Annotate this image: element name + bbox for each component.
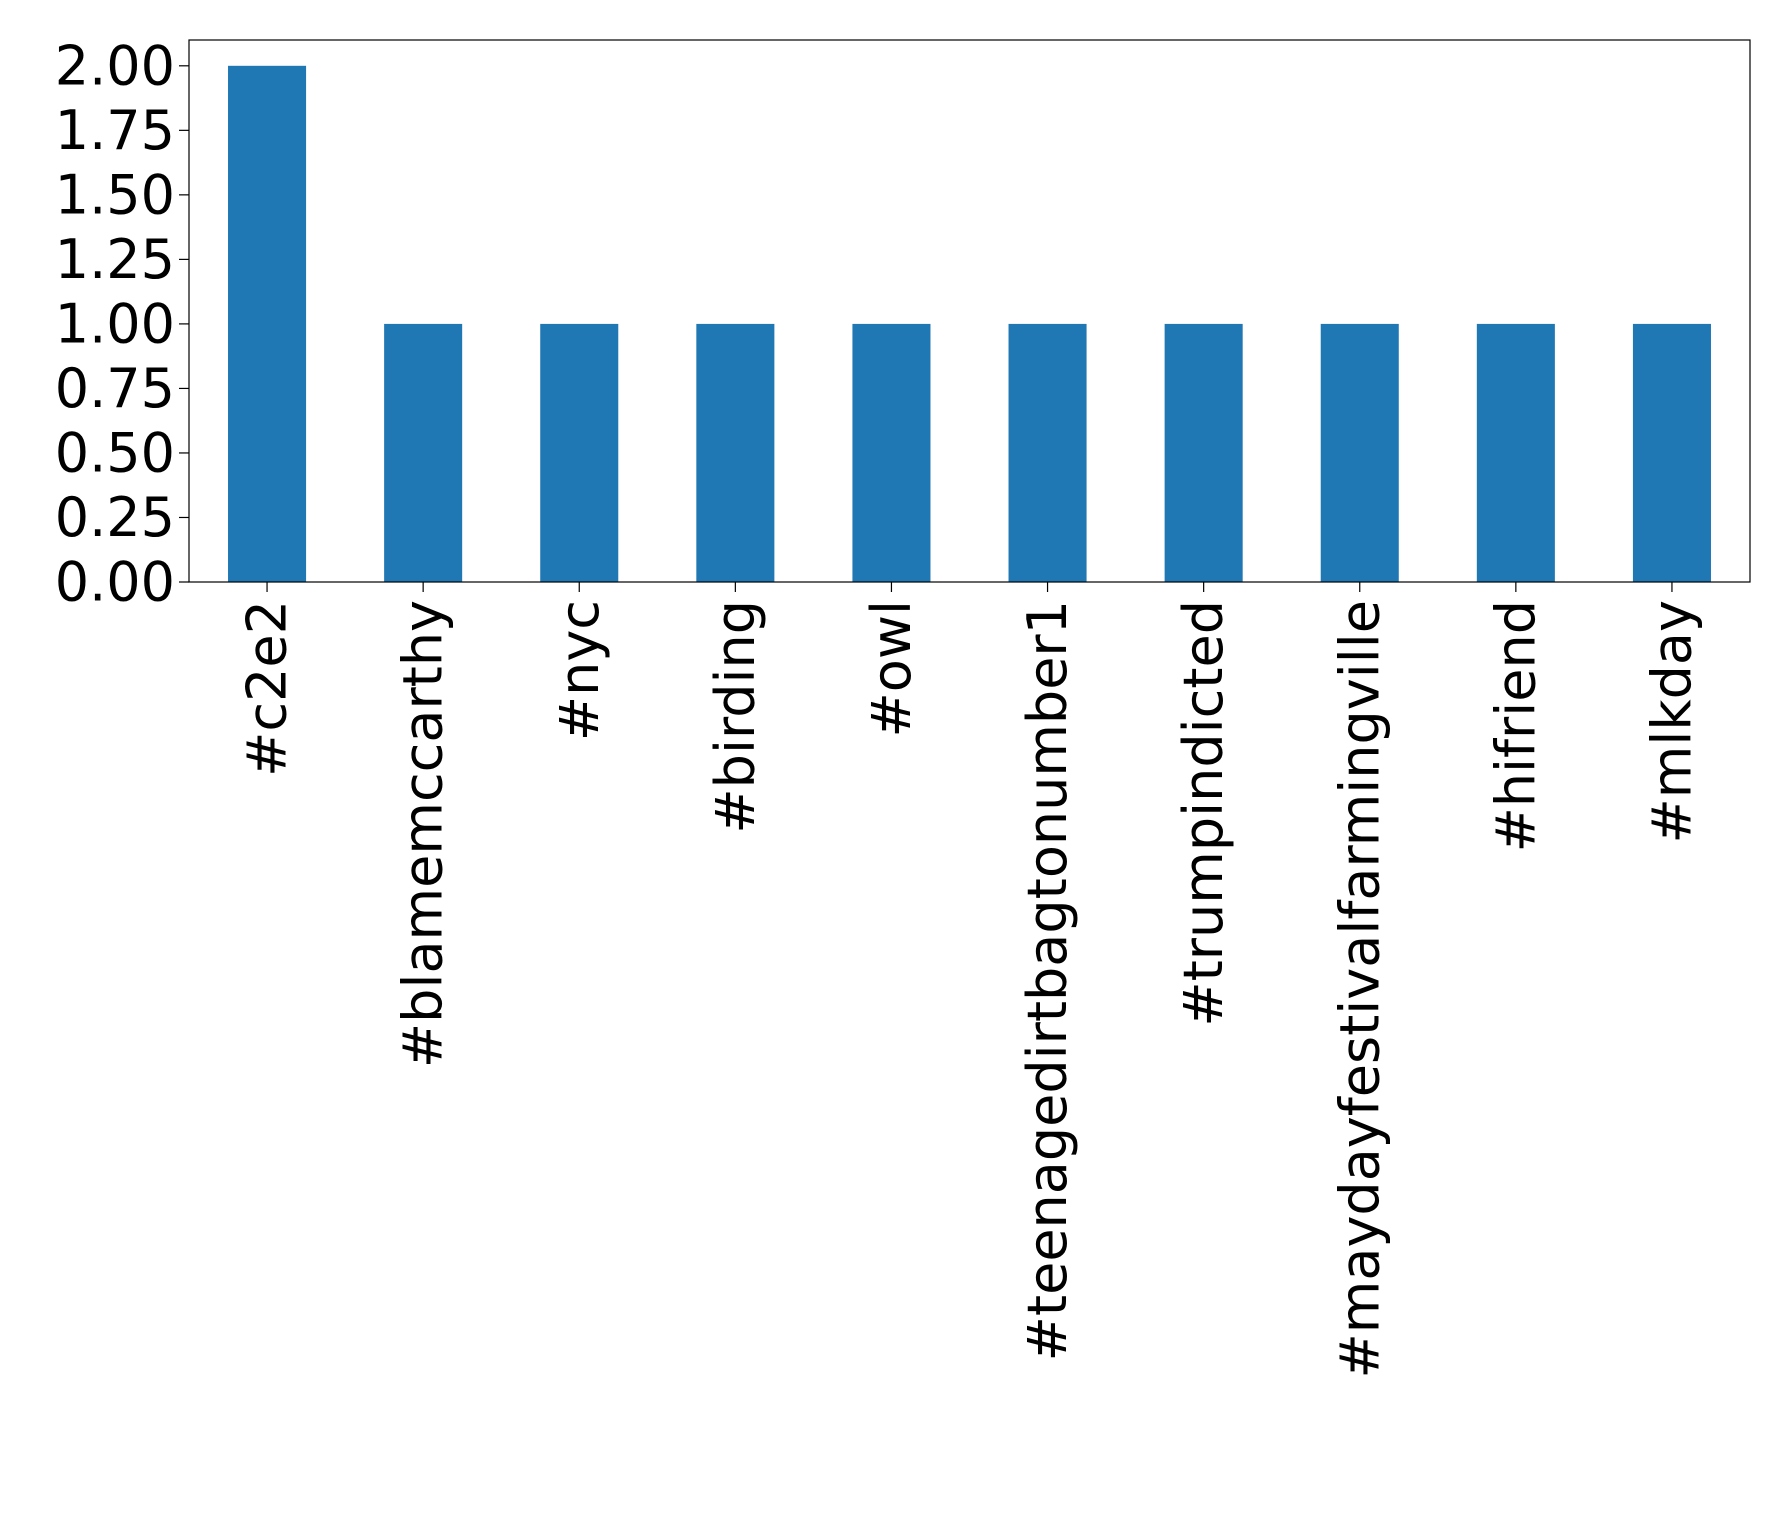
x-tick-label: #teenagedirtbagtonumber1 (1016, 600, 1079, 1361)
x-tick-label: #hifriend (1484, 600, 1547, 852)
y-tick-label: 0.25 (55, 486, 175, 549)
x-tick-label: #trumpindicted (1172, 600, 1235, 1027)
bar (1008, 323, 1087, 582)
x-tick-label: #birding (704, 600, 767, 834)
bar (1320, 323, 1399, 582)
plot-frame (188, 39, 1751, 583)
bar (1164, 323, 1243, 582)
bar (1632, 323, 1711, 582)
bar (852, 323, 931, 582)
x-tick-label: #maydayfestivalfarmingville (1328, 600, 1391, 1378)
x-tick-label: #blamemccarthy (392, 600, 455, 1068)
x-tick-label: #mlkday (1640, 600, 1703, 843)
bar (540, 323, 619, 582)
y-tick-label: 0.50 (55, 421, 175, 484)
bar (228, 65, 307, 583)
x-tick-label: #owl (860, 600, 923, 737)
y-tick-label: 1.50 (55, 163, 175, 226)
y-tick-label: 0.00 (55, 551, 175, 614)
y-tick-label: 1.25 (55, 228, 175, 291)
y-tick-label: 1.00 (55, 292, 175, 355)
y-tick-label: 1.75 (55, 99, 175, 162)
bar (696, 323, 775, 582)
x-tick-label: #c2e2 (236, 600, 299, 777)
bar (1476, 323, 1555, 582)
bar (384, 323, 463, 582)
x-tick-label: #nyc (548, 600, 611, 741)
y-tick-label: 0.75 (55, 357, 175, 420)
y-tick-label: 2.00 (55, 34, 175, 97)
